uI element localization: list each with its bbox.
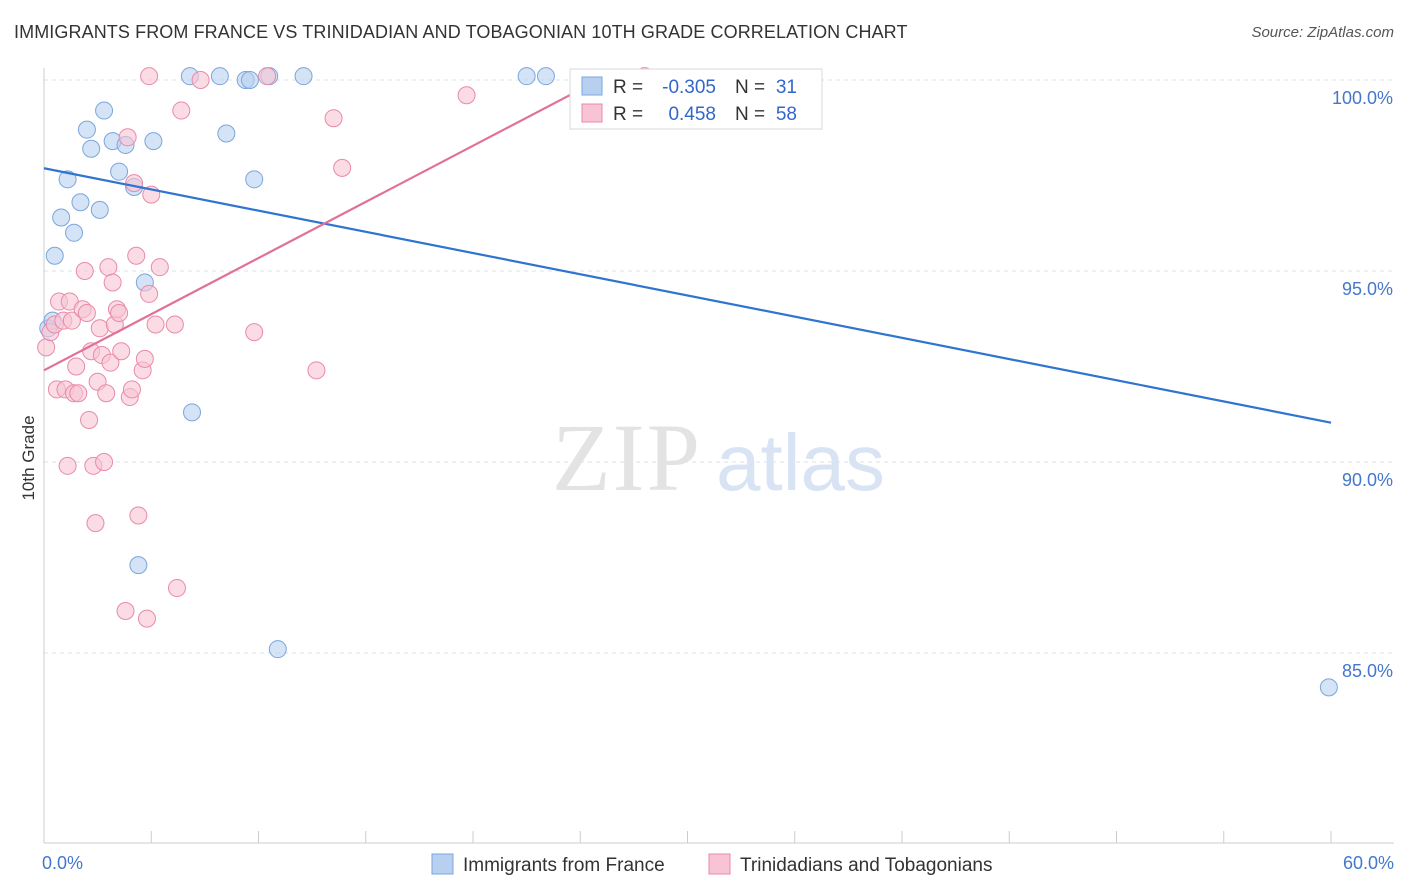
point-pink-14 [75, 262, 94, 280]
point-blue-26 [294, 67, 313, 86]
legend: Immigrants from France Trinidadians and … [431, 853, 992, 876]
watermark-zip: ZIP [552, 404, 702, 511]
gridlines [44, 79, 1394, 654]
trend-line-pink [43, 75, 607, 372]
stats-n-value-pink: 58 [776, 104, 797, 125]
point-pink-44 [146, 315, 165, 334]
tick-labels: 100.0% 95.0% 90.0% 85.0% 0.0% 60.0% [42, 88, 1394, 873]
point-pink-55 [333, 158, 352, 177]
point-pink-38 [129, 506, 148, 525]
point-pink-52 [258, 67, 277, 86]
source-attribution: Source: ZipAtlas.com [1251, 24, 1394, 41]
point-pink-53 [307, 361, 326, 380]
point-pink-49 [191, 71, 210, 89]
point-blue-7 [77, 120, 96, 139]
stats-swatch-pink [581, 103, 603, 123]
point-blue-16 [144, 132, 163, 151]
stats-r-value-blue: -0.305 [662, 77, 716, 98]
point-blue-23 [245, 170, 264, 189]
point-blue-30 [1319, 678, 1338, 697]
point-blue-5 [65, 223, 84, 242]
point-blue-8 [82, 139, 101, 158]
point-pink-7 [58, 456, 77, 475]
point-pink-16 [80, 410, 99, 429]
point-pink-36 [125, 174, 144, 193]
point-pink-56 [457, 86, 476, 105]
y-tick-label-3: 85.0% [1342, 661, 1393, 681]
legend-swatch-france [431, 853, 454, 875]
point-pink-54 [324, 109, 343, 128]
legend-swatch-trinidad [708, 853, 731, 875]
point-pink-42 [140, 284, 159, 303]
stats-r-label-blue: R = [613, 77, 643, 98]
point-pink-50 [140, 67, 159, 86]
point-blue-28 [536, 67, 555, 86]
point-pink-0 [37, 338, 56, 357]
data-points [37, 67, 1338, 697]
point-blue-19 [210, 67, 229, 86]
point-blue-17 [183, 403, 202, 422]
point-pink-48 [172, 101, 191, 120]
point-pink-32 [116, 601, 135, 620]
point-blue-29 [129, 556, 148, 575]
point-pink-9 [62, 311, 81, 330]
point-pink-51 [245, 323, 264, 342]
stats-n-label-blue: N = [735, 77, 765, 98]
stats-swatch-blue [581, 76, 603, 96]
x-tick-label-1: 60.0% [1343, 853, 1394, 873]
point-pink-12 [69, 384, 88, 403]
point-pink-26 [101, 353, 120, 372]
legend-label-trinidad: Trinidadians and Tobagonians [740, 855, 992, 876]
point-pink-33 [118, 128, 137, 147]
point-blue-12 [110, 162, 129, 181]
point-pink-35 [122, 380, 141, 399]
point-blue-3 [52, 208, 71, 227]
chart-title: IMMIGRANTS FROM FRANCE VS TRINIDADIAN AN… [14, 22, 908, 42]
point-pink-40 [135, 349, 154, 368]
y-axis-label: 10th Grade [19, 415, 38, 500]
point-blue-2 [45, 246, 64, 265]
watermark-atlas: atlas [716, 418, 885, 507]
stats-r-label-pink: R = [613, 104, 643, 125]
point-blue-4 [58, 170, 77, 189]
point-blue-27 [517, 67, 536, 86]
y-tick-label-0: 100.0% [1332, 88, 1393, 108]
stats-n-label-pink: N = [735, 104, 765, 125]
point-pink-11 [67, 357, 86, 376]
stats-r-value-pink: 0.458 [668, 104, 716, 125]
y-tick-label-2: 90.0% [1342, 470, 1393, 490]
point-blue-9 [90, 200, 109, 219]
point-blue-22 [240, 71, 259, 89]
point-pink-23 [95, 453, 114, 471]
point-pink-25 [99, 258, 118, 277]
point-pink-37 [127, 246, 146, 265]
point-pink-27 [103, 273, 122, 292]
point-blue-6 [71, 193, 90, 212]
point-pink-45 [150, 258, 169, 277]
point-pink-30 [110, 304, 129, 323]
axes [43, 68, 1394, 844]
point-pink-15 [77, 304, 96, 323]
point-pink-46 [165, 315, 184, 334]
point-pink-24 [97, 384, 116, 403]
stats-box: R = -0.305 N = 31 R = 0.458 N = 58 [569, 68, 823, 130]
x-tick-label-0: 0.0% [42, 853, 83, 873]
point-blue-25 [268, 640, 287, 659]
point-pink-21 [90, 319, 109, 338]
stats-n-value-blue: 31 [776, 77, 797, 98]
point-blue-10 [95, 101, 114, 120]
y-tick-label-1: 95.0% [1342, 279, 1393, 299]
point-pink-31 [112, 342, 131, 361]
point-blue-20 [217, 124, 236, 143]
trend-lines [43, 75, 1332, 424]
point-pink-47 [167, 579, 186, 598]
legend-label-france: Immigrants from France [463, 855, 665, 876]
trend-line-blue [43, 167, 1332, 424]
point-pink-41 [137, 609, 156, 628]
point-pink-19 [86, 514, 105, 533]
